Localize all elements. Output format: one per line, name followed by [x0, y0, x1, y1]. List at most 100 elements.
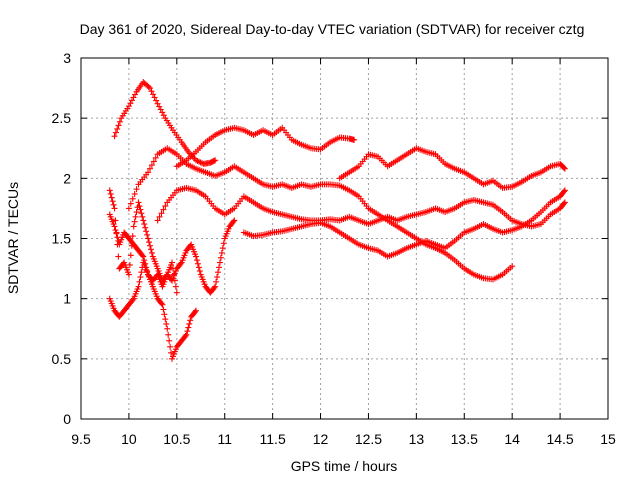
data-point — [111, 223, 118, 230]
x-tick-label: 9.5 — [71, 431, 91, 447]
data-point — [125, 205, 132, 212]
data-point — [136, 203, 143, 210]
data-point — [560, 200, 567, 207]
data-point — [107, 190, 114, 197]
data-point — [561, 165, 568, 172]
data-point — [145, 169, 152, 176]
data-point — [144, 231, 151, 238]
data-point — [145, 83, 152, 90]
data-point — [215, 269, 222, 276]
x-tick-label: 14 — [504, 431, 520, 447]
data-point — [164, 325, 171, 332]
data-point — [212, 283, 219, 290]
chart-title: Day 361 of 2020, Sidereal Day-to-day VTE… — [80, 21, 585, 37]
data-point — [173, 289, 180, 296]
data-point — [163, 320, 170, 327]
data-point — [148, 162, 155, 169]
data-point — [154, 217, 161, 224]
data-point — [140, 217, 147, 224]
data-point — [153, 97, 160, 104]
y-tick-label: 2 — [63, 170, 71, 186]
data-point — [192, 308, 199, 315]
y-tick-label: 2.5 — [52, 110, 72, 126]
data-point — [139, 213, 146, 220]
data-point — [211, 284, 218, 291]
data-point — [109, 198, 116, 205]
x-tick-label: 13.5 — [451, 431, 478, 447]
data-point — [160, 306, 167, 313]
data-point — [185, 324, 192, 331]
data-point — [183, 331, 190, 338]
data-point — [110, 201, 117, 208]
data-point — [135, 283, 142, 290]
x-tick-label: 15 — [600, 431, 616, 447]
data-point — [196, 267, 203, 274]
data-point — [141, 221, 148, 228]
data-point — [115, 253, 122, 260]
data-point — [112, 217, 119, 224]
x-tick-label: 10 — [121, 431, 137, 447]
data-point — [158, 300, 165, 307]
data-point — [111, 133, 118, 140]
data-point — [230, 218, 237, 225]
data-point — [163, 272, 170, 279]
data-point — [131, 218, 138, 225]
y-tick-labels: 0 0.5 1 1.5 2 2.5 3 — [52, 50, 72, 427]
data-point — [142, 224, 149, 231]
data-point — [169, 259, 176, 266]
data-point — [184, 328, 191, 335]
data-point — [137, 206, 144, 213]
data-point — [194, 260, 201, 267]
data-point — [160, 206, 167, 213]
data-point — [167, 343, 174, 350]
data-point — [161, 311, 168, 318]
data-point — [195, 264, 202, 271]
data-point — [147, 246, 154, 253]
data-point — [215, 264, 222, 271]
data-point — [131, 190, 138, 197]
x-tick-label: 11 — [217, 431, 232, 447]
y-tick-label: 3 — [63, 50, 71, 66]
y-tick-label: 0.5 — [52, 351, 72, 367]
data-point — [212, 157, 219, 164]
data-point — [130, 94, 137, 101]
data-point — [129, 233, 136, 240]
data-point — [130, 223, 137, 230]
data-point — [168, 349, 175, 356]
data-point — [138, 210, 145, 217]
data-point — [150, 91, 157, 98]
x-tick-label: 13 — [409, 431, 425, 447]
data-point — [135, 199, 142, 206]
x-tick-label: 12 — [313, 431, 329, 447]
data-point — [132, 213, 139, 220]
data-point — [214, 274, 221, 281]
data-point — [171, 277, 178, 284]
data-point — [193, 257, 200, 264]
data-point — [150, 158, 157, 165]
x-tick-label: 11.5 — [260, 431, 286, 447]
data-point — [561, 187, 568, 194]
data-point — [132, 91, 139, 98]
y-axis-label: SDTVAR / TECUs — [5, 182, 21, 294]
data-point — [158, 210, 165, 217]
data-point — [146, 242, 153, 249]
y-tick-label: 1.5 — [52, 231, 72, 247]
data-point — [133, 209, 140, 216]
data-point — [216, 259, 223, 266]
data-point — [125, 271, 132, 278]
data-point — [560, 188, 567, 195]
x-tick-label: 12.5 — [355, 431, 382, 447]
data-point — [136, 278, 143, 285]
data-point — [169, 265, 176, 272]
data-point — [111, 205, 118, 212]
data-point — [116, 118, 123, 125]
data-point — [217, 254, 224, 261]
data-point — [156, 103, 163, 110]
data-point — [152, 154, 159, 161]
data-point — [146, 239, 153, 246]
data-point — [129, 296, 136, 303]
data-point — [133, 186, 140, 193]
data-point — [114, 125, 121, 132]
data-point — [148, 249, 155, 256]
y-tick-label: 0 — [63, 411, 71, 427]
